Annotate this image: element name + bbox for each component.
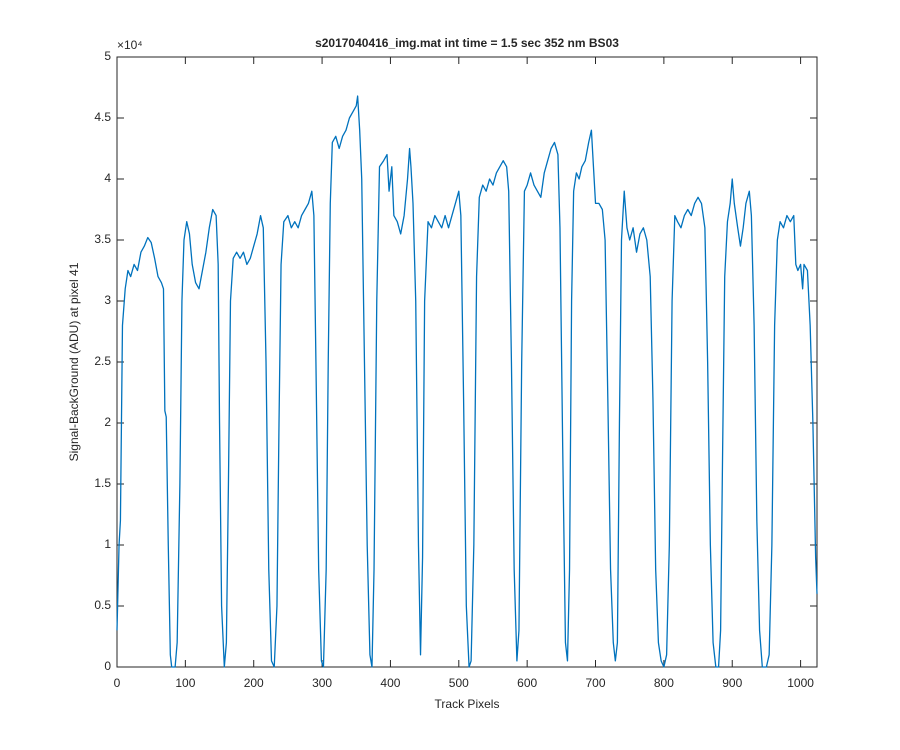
x-tick-label: 200 (244, 676, 264, 690)
y-tick-label: 4.5 (94, 110, 111, 124)
y-tick-label: 4 (104, 171, 111, 185)
y-axis-label: Signal-BackGround (ADU) at pixel 41 (67, 262, 81, 461)
plot-frame (116, 56, 818, 668)
y-tick-label: 2 (104, 415, 111, 429)
x-tick-label: 900 (722, 676, 742, 690)
y-tick-label: 1.5 (94, 476, 111, 490)
x-tick-label: 0 (114, 676, 121, 690)
x-tick-label: 500 (449, 676, 469, 690)
y-tick-label: 3.5 (94, 232, 111, 246)
x-tick-label: 300 (312, 676, 332, 690)
x-tick-label: 100 (175, 676, 195, 690)
data-line (116, 95, 818, 668)
y-tick-label: 2.5 (94, 354, 111, 368)
y-tick-label: 1 (104, 537, 111, 551)
y-tick-label: 5 (104, 49, 111, 63)
x-tick-label: 700 (586, 676, 606, 690)
x-tick-label: 400 (380, 676, 400, 690)
x-axis-label: Track Pixels (435, 697, 500, 711)
chart-title: s2017040416_img.mat int time = 1.5 sec 3… (315, 36, 619, 50)
y-tick-label: 3 (104, 293, 111, 307)
x-tick-label: 600 (517, 676, 537, 690)
x-tick-label: 800 (654, 676, 674, 690)
y-tick-label: 0.5 (94, 598, 111, 612)
y-exponent-label: ×10⁴ (117, 38, 143, 52)
y-tick-label: 0 (104, 659, 111, 673)
x-tick-label: 1000 (787, 676, 814, 690)
